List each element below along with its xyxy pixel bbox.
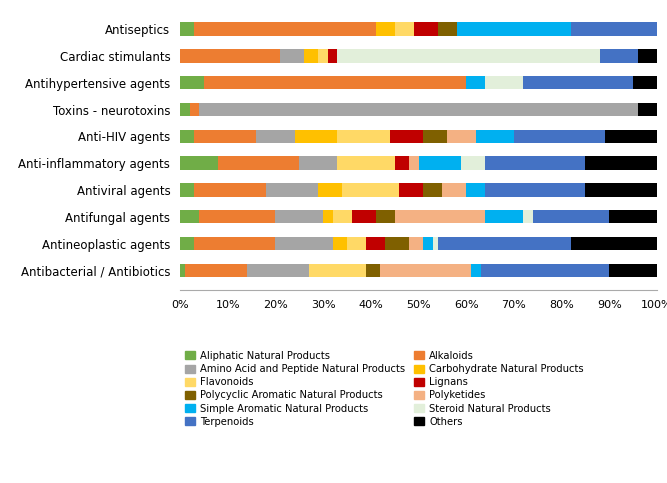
Bar bbox=[438, 22, 457, 36]
Bar bbox=[586, 183, 657, 197]
Bar bbox=[419, 156, 462, 170]
Bar bbox=[390, 129, 424, 143]
Bar bbox=[524, 76, 633, 89]
Bar bbox=[338, 129, 390, 143]
Bar bbox=[180, 129, 194, 143]
Bar bbox=[180, 183, 194, 197]
Bar bbox=[199, 103, 638, 116]
Bar bbox=[366, 237, 385, 250]
Bar bbox=[380, 264, 471, 277]
Bar bbox=[338, 49, 600, 63]
Bar bbox=[366, 264, 380, 277]
Bar bbox=[275, 237, 333, 250]
Bar bbox=[466, 183, 486, 197]
Bar bbox=[480, 264, 610, 277]
Bar bbox=[180, 49, 280, 63]
Bar bbox=[376, 22, 395, 36]
Bar bbox=[333, 237, 347, 250]
Bar bbox=[189, 103, 199, 116]
Bar bbox=[194, 183, 266, 197]
Bar bbox=[194, 237, 275, 250]
Bar bbox=[609, 264, 657, 277]
Bar bbox=[266, 183, 318, 197]
Bar bbox=[424, 237, 433, 250]
Bar bbox=[395, 210, 486, 224]
Bar bbox=[299, 156, 338, 170]
Bar bbox=[218, 156, 299, 170]
Bar bbox=[180, 103, 189, 116]
Bar bbox=[604, 129, 657, 143]
Legend: Alkaloids, Carbohydrate Natural Products, Lignans, Polyketides, Steroid Natural : Alkaloids, Carbohydrate Natural Products… bbox=[414, 351, 584, 427]
Bar bbox=[338, 156, 395, 170]
Bar bbox=[333, 210, 352, 224]
Bar bbox=[424, 183, 442, 197]
Bar bbox=[304, 49, 318, 63]
Bar bbox=[476, 129, 514, 143]
Bar bbox=[533, 210, 609, 224]
Bar bbox=[318, 49, 328, 63]
Bar bbox=[376, 210, 395, 224]
Bar bbox=[471, 264, 480, 277]
Bar bbox=[199, 210, 275, 224]
Bar bbox=[180, 156, 218, 170]
Bar bbox=[318, 183, 342, 197]
Bar bbox=[486, 156, 586, 170]
Bar bbox=[280, 49, 304, 63]
Bar bbox=[256, 129, 295, 143]
Bar bbox=[414, 22, 438, 36]
Bar bbox=[571, 22, 657, 36]
Bar bbox=[409, 156, 419, 170]
Bar bbox=[457, 22, 571, 36]
Bar bbox=[486, 183, 586, 197]
Bar bbox=[524, 210, 533, 224]
Bar bbox=[409, 237, 424, 250]
Bar bbox=[328, 49, 338, 63]
Bar bbox=[638, 103, 657, 116]
Bar bbox=[347, 237, 366, 250]
Bar bbox=[638, 49, 657, 63]
Bar bbox=[247, 264, 309, 277]
Bar bbox=[466, 76, 486, 89]
Bar bbox=[609, 210, 657, 224]
Bar bbox=[447, 129, 476, 143]
Bar bbox=[462, 156, 486, 170]
Bar bbox=[600, 49, 638, 63]
Bar bbox=[385, 237, 409, 250]
Bar bbox=[309, 264, 366, 277]
Bar bbox=[180, 76, 204, 89]
Bar bbox=[180, 264, 185, 277]
Bar bbox=[204, 76, 466, 89]
Bar bbox=[486, 76, 524, 89]
Bar bbox=[395, 156, 409, 170]
Bar bbox=[438, 237, 571, 250]
Bar bbox=[514, 129, 604, 143]
Bar bbox=[180, 22, 194, 36]
Bar bbox=[352, 210, 376, 224]
Bar bbox=[571, 237, 657, 250]
Bar bbox=[586, 156, 657, 170]
Bar bbox=[275, 210, 323, 224]
Bar bbox=[185, 264, 247, 277]
Bar bbox=[194, 129, 256, 143]
Bar bbox=[295, 129, 338, 143]
Bar bbox=[180, 237, 194, 250]
Bar bbox=[486, 210, 524, 224]
Bar bbox=[633, 76, 657, 89]
Bar bbox=[342, 183, 400, 197]
Bar bbox=[395, 22, 414, 36]
Bar bbox=[442, 183, 466, 197]
Bar bbox=[400, 183, 424, 197]
Bar bbox=[323, 210, 333, 224]
Bar bbox=[424, 129, 447, 143]
Bar bbox=[180, 210, 199, 224]
Bar bbox=[433, 237, 438, 250]
Bar bbox=[194, 22, 376, 36]
